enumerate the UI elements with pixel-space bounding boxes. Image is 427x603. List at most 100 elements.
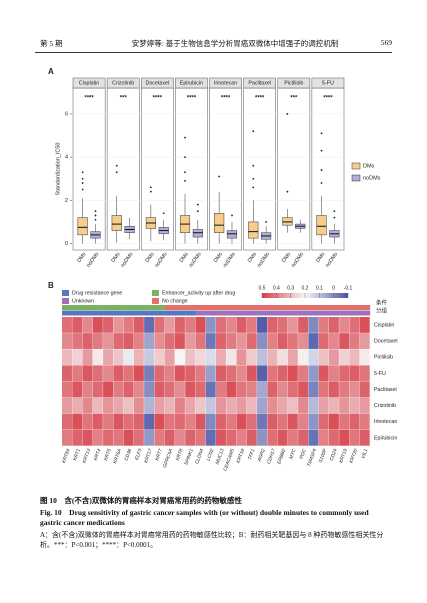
heatmap-cell [205,413,216,430]
box [111,215,122,231]
annotation-cell [267,310,278,316]
heatmap-cell [277,365,288,382]
annotation-label: 分组 [376,306,388,314]
annotation-cell [318,310,330,316]
heatmap-cell [123,333,134,349]
outlier [184,156,186,159]
annotation-cell [174,310,186,316]
heatmap-cell [103,381,114,398]
heatmap-cell [195,333,206,349]
annotation-cell [246,310,258,316]
annotation-label: 条件 [376,298,388,306]
annotation-cell [236,305,247,310]
heatmap-cell [103,365,114,382]
heatmap-cell [267,365,278,382]
heatmap-cell [328,349,339,366]
heatmap-cell [298,333,309,349]
heatmap-cell [298,365,309,382]
column-label: KRT4 [93,448,103,462]
heatmap-cell [185,317,196,333]
issue: 第 5 期 [40,39,63,48]
heatmap-cell [174,317,185,333]
facet-title: Paclitaxel [248,80,271,86]
facet-strip [243,77,276,89]
heatmap-cell [328,397,339,414]
annotation-cell [287,305,299,310]
heatmap-cell [72,429,83,446]
outlier [115,164,118,167]
heatmap-cell [236,381,247,398]
significance: *** [290,96,298,102]
colorbar-label: 0.4 [273,285,280,291]
heatmap-cell [164,381,175,398]
heatmap-cell [318,397,329,414]
heatmap-cell [62,397,72,414]
outlier [81,188,84,191]
caption-title-cn: 图 10 含(不含)双微体的胃癌样本对胃癌常用药的药物敏感性 [40,496,242,505]
heatmap-cell [287,381,298,398]
heatmap-cell [195,317,206,333]
x-tick-label: noDMs [86,251,101,268]
heatmap-cell [82,413,93,430]
facet-strip [141,77,174,89]
header-rule [35,52,392,53]
legend-swatch [152,298,159,304]
outlier [81,182,84,184]
heatmap-cell [236,397,247,414]
heatmap-cell [328,429,339,446]
outlier [218,175,221,178]
heatmap-cell [72,317,83,333]
box [316,215,327,236]
heatmap-cell [92,429,103,446]
heatmap-cell [103,397,114,414]
annotation-cell [216,305,227,310]
annotation-cell [113,305,124,310]
column-label: KRT84 [61,448,72,464]
heatmap-cell [339,365,350,382]
annotation-cell [113,310,124,316]
heatmap-cell [113,429,124,446]
annotation-cell [62,310,73,316]
annotation-cell [154,305,165,310]
heatmap-cell [216,349,226,366]
column-label: TM4SF4 [306,448,318,468]
facet-title: Irinotecan [214,80,237,86]
heatmap-cell [205,317,216,333]
outlier [81,171,84,174]
annotation-cell [267,305,278,310]
annotation-cell [308,305,319,310]
heatmap-cell [246,413,257,430]
annotation-cell [164,305,176,310]
x-tick-label: noDMs [256,251,271,268]
facet-strip [175,77,208,89]
annotation-cell [144,310,155,316]
heatmap-cell [359,381,370,398]
heatmap-cell [72,365,83,382]
heatmap-cell [226,429,237,446]
heatmap-cell [185,397,196,414]
legend-label: No change [162,298,188,304]
heatmap-cell [339,429,350,446]
heatmap-cell [154,365,165,382]
heatmap-cell [257,429,268,446]
outlier [265,221,268,223]
annotation-cell [359,310,371,316]
y-tick-label: 2 [65,198,68,204]
legend-label: Unknown [72,298,94,304]
heatmap-cell [246,333,257,349]
heatmap-cell [298,317,309,333]
annotation-cell [154,310,165,316]
heatmap-cell [277,333,288,349]
heatmap-cell [328,413,339,430]
annotation-cell [92,310,104,316]
heatmap-cell [144,429,155,446]
heatmap-cell [236,333,247,349]
row-label: Epirubicin [374,435,397,441]
heatmap-cell [267,349,278,366]
column-label: PGC [299,448,308,460]
x-tick-label: noDMs [222,251,237,268]
heatmap-cell [349,365,360,382]
column-label: KRT20 [348,448,359,464]
heatmap-cell [185,381,196,398]
column-label: GPRC5A [162,448,174,469]
